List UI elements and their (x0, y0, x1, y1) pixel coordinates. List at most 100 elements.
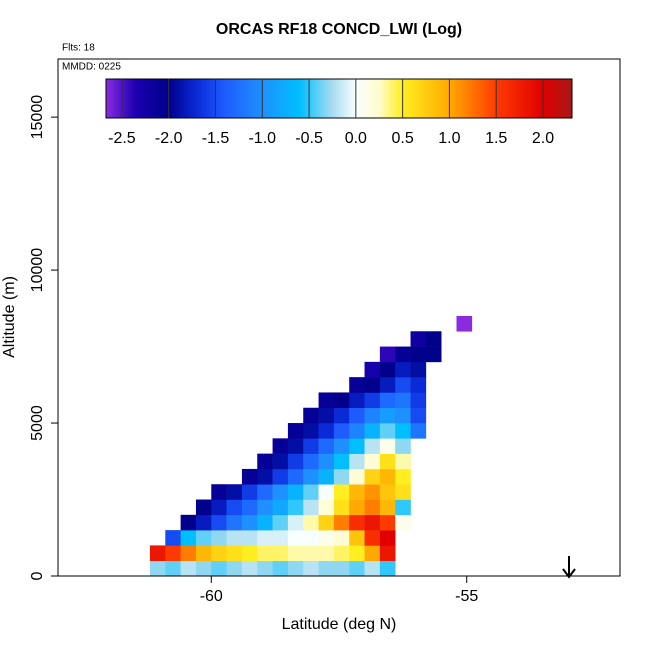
heatmap-cell (379, 560, 396, 577)
heatmap-cell (318, 560, 335, 577)
heatmap-cell (395, 407, 411, 424)
heatmap-cell (425, 331, 442, 347)
heatmap-cell (333, 530, 350, 546)
heatmap-cell (257, 484, 273, 500)
heatmap-cell (333, 438, 350, 454)
heatmap-cell (272, 438, 289, 454)
heatmap-cell (333, 560, 350, 577)
heatmap-cell (364, 545, 381, 562)
colorbar-tick-label: -1.0 (248, 130, 276, 147)
y-axis-label: Altitude (m) (1, 276, 18, 358)
heatmap-cell (333, 423, 350, 439)
heatmap-cell (211, 560, 227, 577)
heatmap-cell (241, 514, 258, 531)
heatmap-cell (333, 468, 350, 485)
heatmap-cell (349, 560, 365, 577)
heatmap-cell (410, 361, 427, 378)
heatmap-cell (287, 530, 304, 546)
heatmap-cell (303, 423, 319, 439)
heatmap-cell (333, 499, 350, 516)
arrow (562, 556, 576, 579)
heatmap-cell (241, 530, 258, 546)
y-tick-label: 5000 (29, 405, 46, 441)
heatmap-cell (349, 530, 365, 546)
heatmap-cell (195, 530, 212, 546)
plot-frame (57, 58, 621, 577)
heatmap-cell (165, 545, 181, 562)
heatmap-cell (180, 530, 197, 546)
date-label: MMDD: 0225 (62, 62, 121, 73)
heatmap-cell (211, 530, 227, 546)
heatmap-cell (349, 453, 365, 470)
heatmap-cell (379, 392, 396, 409)
heatmap-cell (349, 423, 365, 439)
heatmap-cell (303, 560, 319, 577)
heatmap-cell (395, 361, 411, 378)
heatmap-cell (364, 514, 381, 531)
colorbar-tick-label: -2.5 (108, 130, 136, 147)
heatmap-cell (287, 560, 304, 577)
heatmap-cell (395, 499, 411, 516)
heatmap-cell (241, 484, 258, 500)
x-tick-label: -55 (455, 588, 478, 605)
heatmap-cell (303, 468, 319, 485)
heatmap-cell (165, 560, 181, 577)
heatmap-cell (364, 530, 381, 546)
heatmap-cell (211, 484, 227, 500)
heatmap-cell (379, 453, 396, 470)
heatmap-cell (395, 453, 411, 470)
heatmap-cell (226, 530, 243, 546)
heatmap-cell (364, 392, 381, 409)
heatmap-cell (333, 392, 350, 409)
x-tick-label: -60 (200, 588, 223, 605)
flights-label: Flts: 18 (62, 43, 95, 54)
heatmap-cell (318, 530, 335, 546)
heatmap-cell (287, 514, 304, 531)
heatmap-cell (257, 514, 273, 531)
colorbar-tick-label: 0.0 (345, 130, 367, 147)
heatmap-cell (379, 545, 396, 562)
heatmap-cell (241, 499, 258, 516)
heatmap-cell (318, 499, 335, 516)
heatmap-cell (379, 361, 396, 378)
heatmap-cell (303, 514, 319, 531)
heatmap-cell (395, 392, 411, 409)
heatmap-cell (287, 484, 304, 500)
heatmap-cell (287, 499, 304, 516)
heatmap-cell (349, 468, 365, 485)
heatmap-cell (395, 377, 411, 393)
heatmap-cell (165, 530, 181, 546)
heatmap-cell (410, 331, 427, 347)
heatmap-cell (272, 499, 289, 516)
heatmap-cell (333, 484, 350, 500)
heatmap-cell (241, 468, 258, 485)
heatmap-cell (318, 438, 335, 454)
heatmap-cell (410, 392, 427, 409)
y-tick-label: 0 (29, 571, 46, 580)
heatmap-cell (149, 560, 166, 577)
heatmap-cell (379, 377, 396, 393)
y-tick-label: 15000 (29, 95, 46, 140)
heatmap-cell (349, 499, 365, 516)
heatmap-cell (272, 468, 289, 485)
heatmap-cell (333, 407, 350, 424)
heatmap-cell (379, 514, 396, 531)
heatmap-cell (364, 423, 381, 439)
heatmap-cell (364, 438, 381, 454)
heatmap-cell (226, 514, 243, 531)
heatmap-cell (410, 407, 427, 424)
heatmap-cell (211, 514, 227, 531)
heatmap-cell (303, 438, 319, 454)
heatmap-cell (318, 484, 335, 500)
heatmap-cell (180, 514, 197, 531)
heatmap-cell (379, 468, 396, 485)
heatmap-cell (364, 407, 381, 424)
heatmap-cell (287, 468, 304, 485)
heatmap-cell (257, 530, 273, 546)
heatmap-cell (257, 453, 273, 470)
heatmap-cell (149, 545, 166, 562)
x-axis-label: Latitude (deg N) (282, 616, 397, 633)
heatmap-cell (379, 423, 396, 439)
heatmap-cell (395, 484, 411, 500)
heatmap-cell (410, 423, 427, 439)
